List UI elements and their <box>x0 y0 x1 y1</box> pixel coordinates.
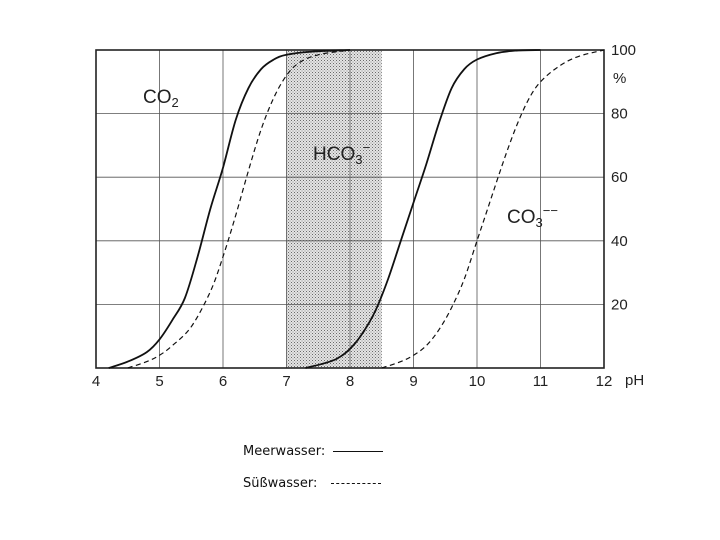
grid <box>96 50 604 368</box>
series-line-fresh-1 <box>127 49 351 369</box>
x-tick-label: 8 <box>346 373 354 390</box>
y-tick-label: 20 <box>611 296 628 313</box>
y-tick-label: 40 <box>611 233 628 250</box>
x-tick-label: 4 <box>92 373 100 390</box>
legend-fresh-label: Süßwasser: <box>243 476 318 491</box>
y-tick-label: 80 <box>611 106 628 123</box>
legend-sea-label: Meerwasser: <box>243 444 326 459</box>
x-tick-label: 12 <box>596 373 613 390</box>
x-tick-label: 5 <box>155 373 163 390</box>
x-tick-label: 11 <box>533 373 549 390</box>
species-label-hco3: HCO3− <box>313 140 370 167</box>
x-tick-labels: 4 5 6 7 8 9 10 11 12 <box>92 373 613 390</box>
x-tick-label: 10 <box>469 373 486 390</box>
x-axis-label: pH <box>625 372 644 389</box>
y-tick-label: 100 <box>611 42 636 59</box>
shaded-region <box>286 50 382 368</box>
legend-solid-swatch <box>333 451 384 452</box>
x-tick-label: 7 <box>282 373 290 390</box>
series-line-sea-2 <box>305 49 541 369</box>
x-tick-label: 6 <box>219 373 227 390</box>
legend-dashed-swatch <box>331 483 382 484</box>
series-line-fresh-3 <box>381 49 605 369</box>
species-label-co2: CO2 <box>143 87 179 110</box>
legend-sea: Meerwasser: <box>243 444 384 459</box>
species-label-co3: CO3−− <box>507 203 558 230</box>
curves <box>108 49 605 369</box>
y-tick-label: 60 <box>611 169 628 186</box>
y-tick-labels: 20 40 60 80 100 <box>611 42 636 313</box>
y-unit-label: % <box>613 70 626 87</box>
x-tick-label: 9 <box>409 373 417 390</box>
series-line-sea-0 <box>108 49 351 369</box>
legend-fresh: Süßwasser: <box>243 476 382 491</box>
